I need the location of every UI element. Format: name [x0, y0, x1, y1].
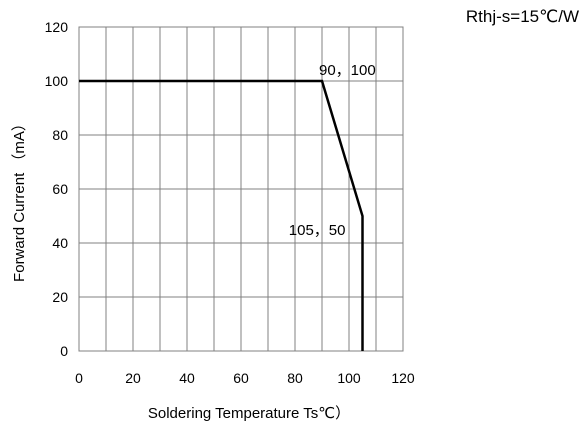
annotation-label: 90，100 — [319, 62, 376, 79]
series-line — [79, 79, 364, 351]
x-axis-ticks: 0 20 40 60 80 100 120 — [75, 370, 415, 386]
series-layer — [79, 79, 364, 351]
x-axis-title: Soldering Temperature Ts℃） — [148, 405, 350, 422]
annotation-label: 105，50 — [289, 222, 346, 239]
annotations: 90，100 105，50 — [289, 62, 376, 239]
thermal-resistance-note: Rthj-s=15℃/W — [466, 7, 579, 26]
x-tick-label: 60 — [233, 370, 249, 386]
x-tick-label: 40 — [179, 370, 195, 386]
plot-area-frame — [78, 26, 404, 352]
y-tick-label: 40 — [52, 235, 68, 251]
y-axis-ticks: 0 20 40 60 80 100 120 — [45, 19, 69, 359]
x-tick-label: 0 — [75, 370, 83, 386]
y-tick-label: 80 — [52, 127, 68, 143]
y-tick-label: 100 — [45, 73, 69, 89]
y-tick-label: 0 — [60, 343, 68, 359]
x-tick-label: 20 — [125, 370, 141, 386]
y-axis-title: Forward Current （mA） — [11, 116, 28, 282]
y-tick-label: 60 — [52, 181, 68, 197]
x-tick-label: 100 — [337, 370, 361, 386]
x-tick-label: 120 — [391, 370, 415, 386]
y-tick-label: 20 — [52, 289, 68, 305]
y-tick-label: 120 — [45, 19, 69, 35]
x-tick-label: 80 — [287, 370, 303, 386]
